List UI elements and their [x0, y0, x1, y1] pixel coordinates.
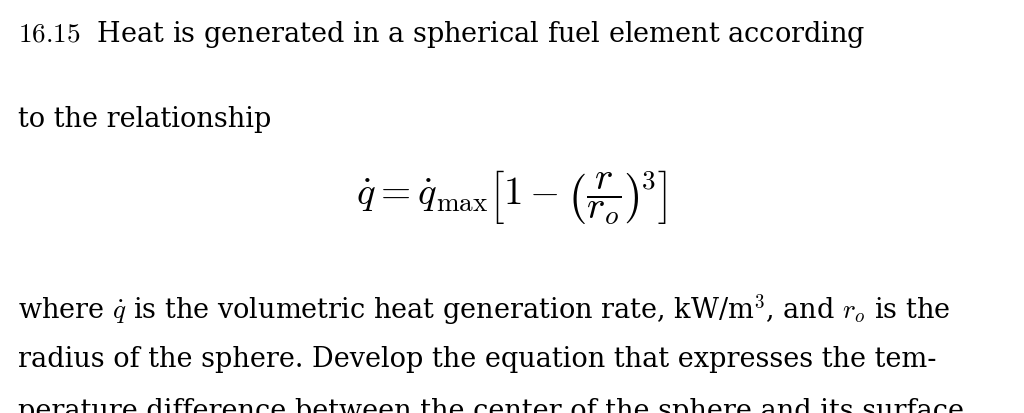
Text: $\dot{q} = \dot{q}_{\mathrm{max}} \left[ 1 - \left( \dfrac{r}{r_o} \right)^{\!3}: $\dot{q} = \dot{q}_{\mathrm{max}} \left[…: [356, 167, 668, 226]
Text: to the relationship: to the relationship: [18, 105, 271, 132]
Text: perature difference between the center of the sphere and its surface.: perature difference between the center o…: [18, 397, 973, 413]
Text: where $\dot{q}$ is the volumetric heat generation rate, kW/m$^3$, and $r_o$ is t: where $\dot{q}$ is the volumetric heat g…: [18, 291, 950, 327]
Text: radius of the sphere. Develop the equation that expresses the tem-: radius of the sphere. Develop the equati…: [18, 345, 937, 372]
Text: $\mathbf{16.15}$  Heat is generated in a spherical fuel element according: $\mathbf{16.15}$ Heat is generated in a …: [18, 19, 866, 50]
